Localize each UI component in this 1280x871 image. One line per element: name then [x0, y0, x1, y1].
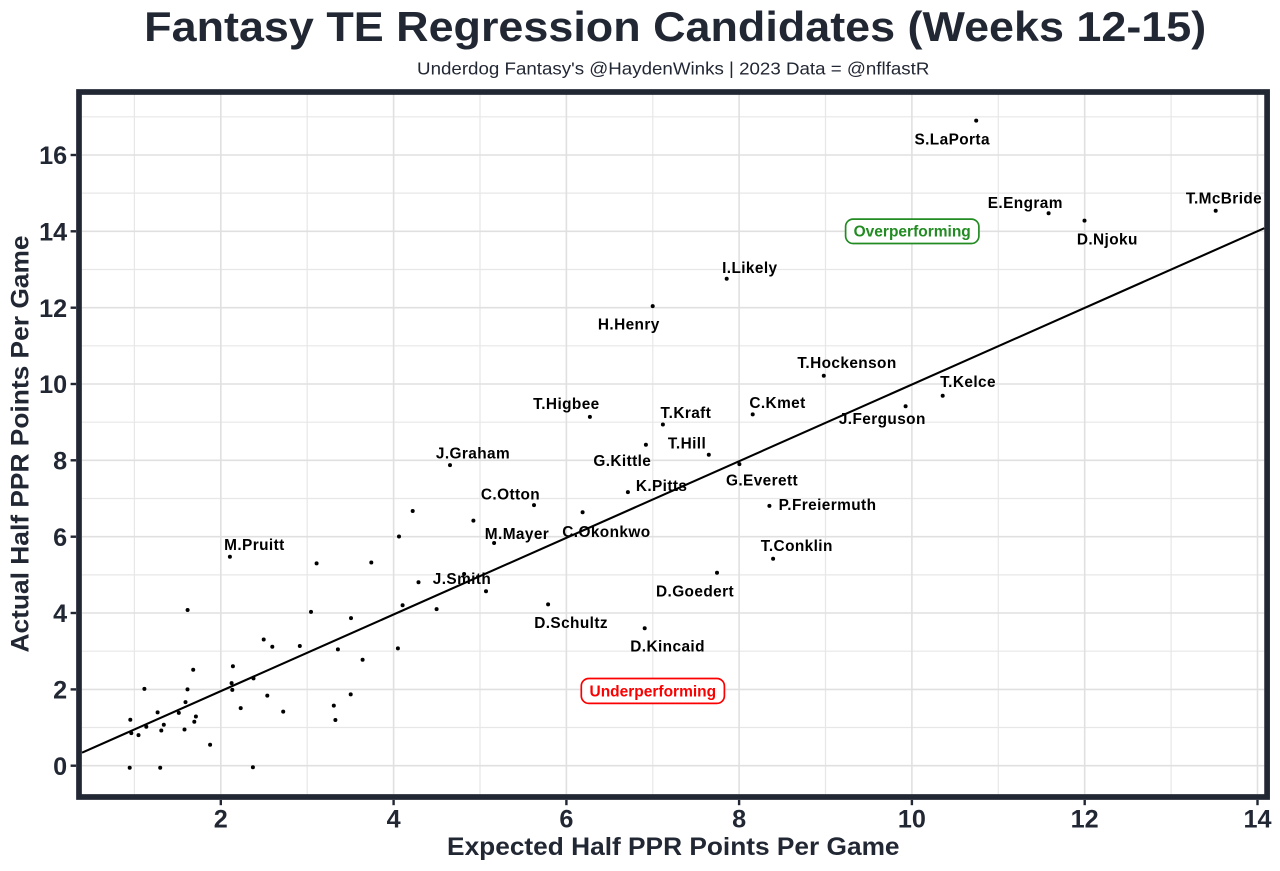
svg-text:M.Pruitt: M.Pruitt [224, 537, 284, 554]
svg-text:C.Okonkwo: C.Okonkwo [562, 524, 650, 541]
svg-text:C.Otton: C.Otton [481, 486, 540, 503]
svg-text:J.Smith: J.Smith [433, 571, 491, 588]
svg-text:2: 2 [214, 805, 228, 833]
svg-text:D.Njoku: D.Njoku [1077, 232, 1138, 249]
svg-text:0: 0 [53, 753, 67, 781]
svg-text:6: 6 [559, 805, 573, 833]
svg-text:T.Higbee: T.Higbee [533, 396, 600, 413]
svg-text:T.Hockenson: T.Hockenson [797, 355, 896, 372]
svg-text:Underdog Fantasy's @HaydenWink: Underdog Fantasy's @HaydenWinks | 2023 D… [417, 59, 929, 79]
svg-text:T.McBride: T.McBride [1186, 191, 1262, 208]
svg-text:Underperforming: Underperforming [590, 683, 717, 700]
svg-text:H.Henry: H.Henry [598, 317, 660, 334]
svg-text:G.Everett: G.Everett [726, 472, 798, 489]
svg-text:14: 14 [39, 219, 67, 247]
svg-text:Overperforming: Overperforming [854, 224, 971, 241]
svg-text:2: 2 [53, 677, 67, 705]
svg-text:Expected Half PPR Points Per G: Expected Half PPR Points Per Game [447, 834, 900, 861]
svg-text:8: 8 [53, 448, 67, 476]
svg-text:D.Schultz: D.Schultz [534, 615, 608, 632]
svg-text:C.Kmet: C.Kmet [749, 395, 805, 412]
svg-text:12: 12 [39, 295, 67, 323]
svg-text:T.Kraft: T.Kraft [661, 405, 712, 422]
svg-text:Fantasy TE Regression Candidat: Fantasy TE Regression Candidates (Weeks … [144, 3, 1206, 50]
svg-text:K.Pitts: K.Pitts [636, 478, 688, 495]
svg-text:12: 12 [1071, 805, 1099, 833]
svg-text:E.Engram: E.Engram [988, 195, 1063, 212]
svg-text:S.LaPorta: S.LaPorta [914, 131, 989, 148]
svg-text:M.Mayer: M.Mayer [485, 526, 549, 543]
svg-text:4: 4 [387, 805, 401, 833]
svg-text:Actual Half PPR Points Per Gam: Actual Half PPR Points Per Game [8, 236, 35, 653]
svg-text:P.Freiermuth: P.Freiermuth [779, 497, 877, 514]
svg-text:10: 10 [39, 371, 67, 399]
svg-text:T.Kelce: T.Kelce [940, 374, 996, 391]
svg-text:D.Goedert: D.Goedert [656, 583, 734, 600]
svg-text:T.Hill: T.Hill [668, 435, 706, 452]
svg-text:16: 16 [39, 142, 67, 170]
svg-text:4: 4 [53, 600, 67, 628]
svg-text:J.Graham: J.Graham [436, 446, 510, 463]
svg-text:I.Likely: I.Likely [722, 260, 777, 277]
svg-text:6: 6 [53, 524, 67, 552]
svg-text:T.Conklin: T.Conklin [761, 538, 833, 555]
svg-text:G.Kittle: G.Kittle [593, 453, 651, 470]
svg-text:J.Ferguson: J.Ferguson [839, 411, 926, 428]
svg-text:8: 8 [732, 805, 746, 833]
svg-text:D.Kincaid: D.Kincaid [630, 638, 705, 655]
svg-text:10: 10 [898, 805, 926, 833]
svg-text:14: 14 [1243, 805, 1271, 833]
